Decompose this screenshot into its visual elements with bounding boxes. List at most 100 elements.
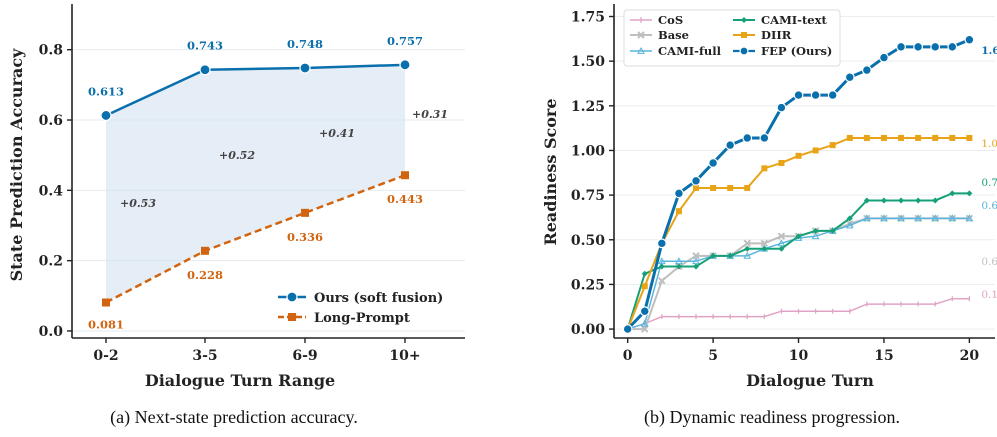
series-1-point-2 [301,208,309,217]
legend-marker-2 [637,46,645,54]
series-3-point-8 [761,245,768,252]
series-0-point-3 [399,59,411,71]
y-tick-label-5: 1.25 [571,99,605,115]
series-2-point-19 [948,214,957,222]
series-1-point-7 [743,239,751,248]
chart-a-y-axis-label: State Prediction Accuracy [7,48,26,282]
series-5-point-17 [913,41,924,52]
data-label-0-2: 0.748 [287,37,323,51]
series-4-point-1 [641,283,648,290]
end-label-1: 0.62 [981,256,997,268]
series-4-point-20 [966,134,973,141]
chart-b: 0.00 0.25 0.50 0.75 1.00 1.25 1.50 1.75 0 5 10 15 2… [541,4,997,428]
series-5-point-10 [793,90,804,100]
series-5-point-6 [725,140,736,151]
chart-b-series [622,34,975,334]
series-5-point-7 [742,133,753,143]
series-2-point-16 [897,214,905,222]
series-3-point-3 [675,263,682,270]
series-5-point-2 [656,238,667,249]
series-5-point-14 [861,65,872,75]
series-4-point-19 [949,134,956,141]
series-4-point-15 [880,134,887,141]
series-3-point-10 [795,233,802,240]
series-1-point-1 [641,325,649,333]
series-1-point-8-b [760,239,769,248]
series-5-point-16 [896,41,906,52]
series-line-5 [626,38,970,331]
series-3-point-5 [710,252,717,259]
end-label-3: 0.76 [981,177,997,189]
end-label-5: 1.62 [981,45,997,57]
y-tick-label-0: 0.0 [39,324,64,340]
legend-label-1: Long-Prompt [314,311,410,326]
series-3-point-14 [863,197,870,204]
legend-marker-1 [288,313,296,321]
series-4-point-6 [727,184,734,191]
chart-b-y-axis-label: Readiness Score [541,98,560,245]
y-tick-label-0: 0.00 [571,322,605,338]
series-4-point-10 [795,152,802,159]
legend-label-4: DIIR [761,28,792,42]
chart-b-caption: (b) Dynamic readiness progression. [644,407,900,428]
series-4-point-14 [863,134,870,141]
series-5-point-1 [639,306,650,317]
series-4-point-12 [829,142,836,149]
series-3-point-18 [932,197,939,204]
legend-marker-3 [741,17,747,23]
series-5-point-9 [776,102,787,113]
legend-marker-1-b [637,31,645,39]
series-5-point-8 [759,133,770,143]
data-label-0-1: 0.743 [187,39,223,53]
chart-a-x-ticks: 0-2 3-5 6-9 10+ [93,338,421,364]
series-4-point-16 [898,134,905,141]
series-1-point-7-b [743,239,751,248]
legend-label-5: FEP (Ours) [761,44,832,58]
series-1-point-4 [692,252,700,260]
series-3-point-16 [898,197,905,204]
series-2-point-15 [880,214,888,222]
legend-box [623,9,841,67]
series-4-point-7 [744,184,751,191]
series-5-point-15 [879,52,889,63]
series-1-point-8 [760,239,769,248]
series-3-point-13 [846,215,853,222]
y-tick-label-4: 1.00 [571,143,605,159]
series-line-1 [105,174,406,304]
legend-label-2: CAMI-full [658,44,722,58]
x-tick-label-0: 0 [623,348,633,364]
series-5-point-20 [964,34,975,45]
series-5-point-19 [947,41,958,52]
chart-a: +0.53 +0.52 +0.41 +0.31 0.613 0.743 0.748 0.75… [7,4,465,428]
data-label-1-2: 0.336 [287,230,323,244]
series-5-point-3 [674,188,684,199]
x-tick-label-2: 6-9 [292,348,317,364]
data-label-0-3: 0.757 [387,34,423,48]
chart-b-y-ticks: 0.00 0.25 0.50 0.75 1.00 1.25 1.50 1.75 [571,10,614,338]
series-3-point-9 [778,245,785,252]
legend-marker-0 [286,291,298,303]
chart-b-x-ticks: 0 5 10 15 20 [623,338,979,364]
chart-a-legend: Ours (soft fusion) Long-Prompt [278,291,443,326]
series-2-point-17 [914,214,922,222]
series-5-point-4 [691,175,701,186]
legend-label-0: Ours (soft fusion) [314,291,443,306]
series-4-point-13 [846,134,853,141]
series-3-point-19 [949,190,956,197]
series-4-point-9 [778,159,785,166]
y-tick-label-2: 0.50 [571,233,605,249]
series-1-point-3 [401,171,409,180]
series-0-point-1 [199,64,211,76]
series-5-point-18 [930,41,941,52]
series-4-point-4 [693,184,700,191]
data-label-0-0: 0.613 [88,84,124,98]
chart-a-y-ticks: 0.0 0.2 0.4 0.6 0.8 [39,43,72,340]
y-tick-label-1: 0.25 [571,277,605,293]
data-label-1-0: 0.081 [88,317,124,331]
series-2-point-20 [965,214,974,222]
series-3-point-6 [727,252,734,259]
series-5-point-11 [810,90,821,100]
end-label-0: 0.17 [981,289,997,301]
series-1-point-1 [201,246,209,255]
